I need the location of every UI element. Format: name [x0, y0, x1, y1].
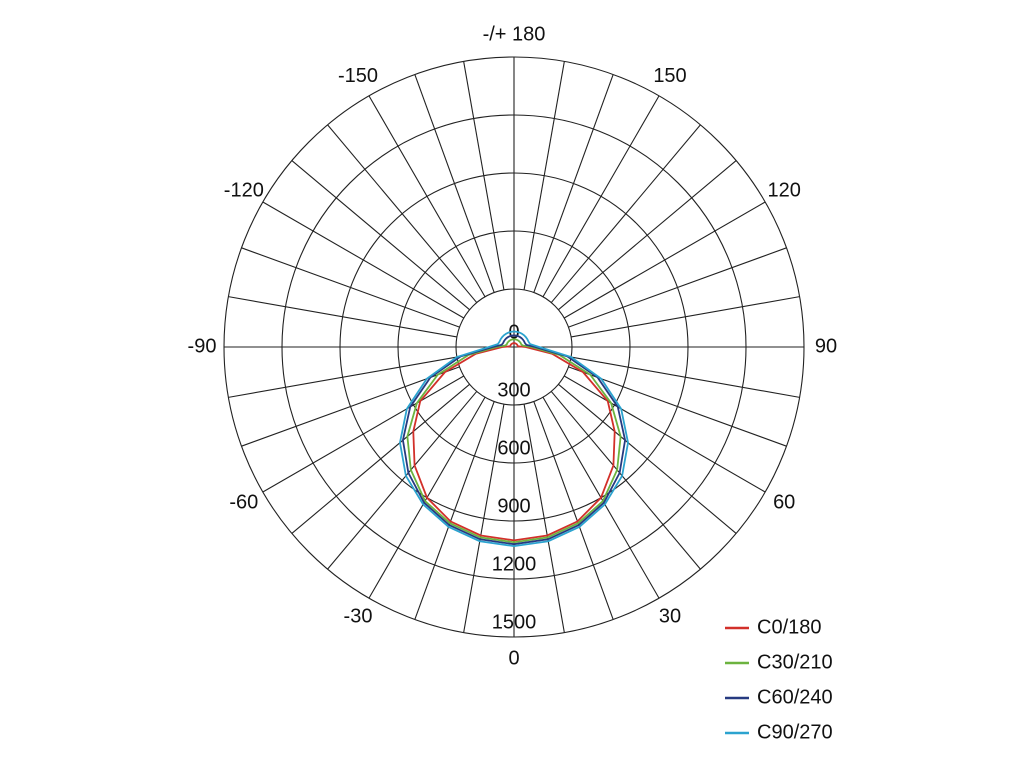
series-line — [402, 334, 626, 546]
series-line — [399, 330, 629, 548]
legend-label: C90/270 — [757, 721, 833, 743]
theta-tick-label: 30 — [659, 605, 681, 627]
theta-tick-label: -150 — [338, 65, 378, 87]
theta-tick-label: -60 — [229, 491, 258, 513]
theta-tick-label: 150 — [653, 65, 686, 87]
ring-grid-line — [455, 288, 573, 406]
theta-tick-label: 60 — [773, 491, 795, 513]
theta-tick-label: -120 — [224, 179, 264, 201]
theta-tick-label: 120 — [768, 179, 801, 201]
theta-tick-label: -30 — [344, 605, 373, 627]
theta-tick-label: -90 — [188, 335, 217, 357]
ring-grid-line — [397, 230, 631, 464]
theta-tick-label: -/+ 180 — [483, 23, 546, 45]
r-tick-label: 1200 — [492, 553, 537, 575]
r-tick-label: 600 — [497, 437, 530, 459]
legend-label: C30/210 — [757, 651, 833, 673]
ring-grid-line — [281, 114, 747, 580]
series-line — [406, 338, 622, 544]
legend-label: C0/180 — [757, 616, 822, 638]
theta-tick-label: 90 — [815, 335, 837, 357]
theta-tick-label: 0 — [508, 647, 519, 669]
legend-label: C60/240 — [757, 686, 833, 708]
ring-grid-line — [223, 56, 805, 638]
r-tick-label: 1500 — [492, 611, 537, 633]
ring-grid-line — [339, 172, 689, 522]
r-tick-label: 900 — [497, 495, 530, 517]
series-line — [412, 342, 616, 542]
r-tick-label: 300 — [497, 379, 530, 401]
